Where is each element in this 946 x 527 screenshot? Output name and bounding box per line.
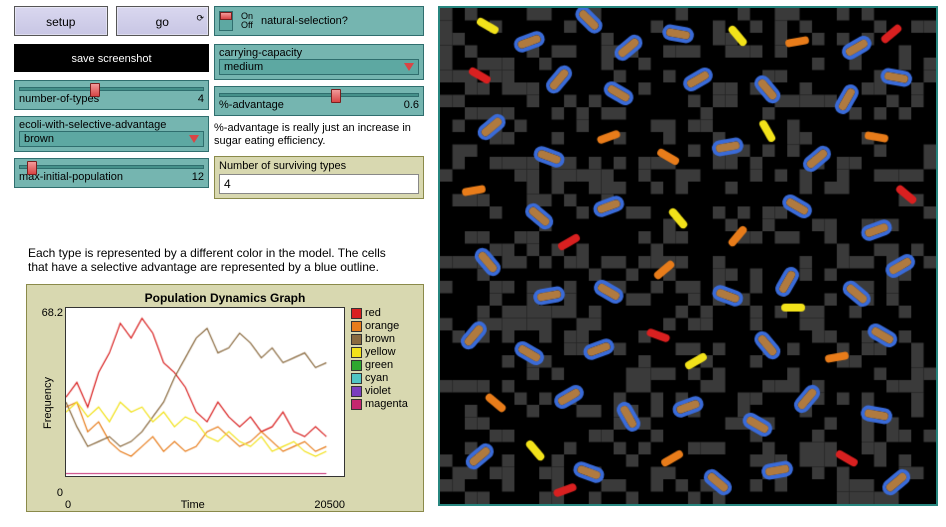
- legend-item: brown: [351, 333, 417, 345]
- slider-label: number-of-types: [19, 93, 99, 105]
- switch-state-labels: OnOff: [241, 12, 253, 30]
- plot-xmin: 0: [65, 499, 71, 511]
- advantage-note: %-advantage is really just an increase i…: [214, 122, 424, 148]
- chooser-value: brown: [24, 133, 54, 145]
- setup-button[interactable]: setup: [14, 6, 108, 36]
- plot-xlabel: Time: [181, 499, 205, 511]
- plot-title: Population Dynamics Graph: [33, 291, 417, 305]
- legend-item: magenta: [351, 398, 417, 410]
- legend-item: yellow: [351, 346, 417, 358]
- population-plot: Population Dynamics Graph 68.2 Frequency…: [26, 284, 424, 512]
- plot-ymin: 0: [57, 487, 63, 499]
- plot-ymax: 68.2: [42, 307, 63, 319]
- go-button-label: go: [156, 15, 169, 29]
- chevron-down-icon: [404, 63, 414, 71]
- chooser-label: carrying-capacity: [219, 47, 419, 59]
- surviving-types-monitor: Number of surviving types 4: [214, 156, 424, 199]
- go-button[interactable]: go ⟳: [116, 6, 210, 36]
- model-description: Each type is represented by a different …: [28, 246, 408, 274]
- natural-selection-switch[interactable]: OnOff natural-selection?: [214, 6, 424, 36]
- plot-legend: redorangebrownyellowgreencyanvioletmagen…: [347, 307, 417, 499]
- plot-xmax: 20500: [314, 499, 345, 511]
- slider-value: 12: [192, 171, 204, 183]
- chooser-label: ecoli-with-selective-advantage: [19, 119, 204, 131]
- slider-value: 0.6: [404, 99, 419, 111]
- monitor-label: Number of surviving types: [219, 160, 419, 172]
- switch-label: natural-selection?: [261, 15, 348, 27]
- monitor-value: 4: [219, 174, 419, 194]
- chevron-down-icon: [189, 135, 199, 143]
- legend-item: green: [351, 359, 417, 371]
- legend-item: red: [351, 307, 417, 319]
- slider-value: 4: [198, 93, 204, 105]
- plot-ylabel: Frequency: [42, 377, 54, 429]
- pct-advantage-slider[interactable]: %-advantage 0.6: [214, 86, 424, 116]
- repeat-icon: ⟳: [196, 3, 204, 33]
- legend-item: violet: [351, 385, 417, 397]
- ecoli-advantage-chooser[interactable]: ecoli-with-selective-advantage brown: [14, 116, 209, 152]
- world-view[interactable]: [438, 6, 938, 506]
- slider-label: %-advantage: [219, 99, 284, 111]
- chooser-value: medium: [224, 61, 263, 73]
- legend-item: orange: [351, 320, 417, 332]
- max-initial-population-slider[interactable]: max-initial-population 12: [14, 158, 209, 188]
- number-of-types-slider[interactable]: number-of-types 4: [14, 80, 209, 110]
- world-canvas: [440, 8, 936, 504]
- save-screenshot-button[interactable]: save screenshot: [14, 44, 209, 72]
- plot-canvas: [65, 307, 345, 477]
- carrying-capacity-chooser[interactable]: carrying-capacity medium: [214, 44, 424, 80]
- legend-item: cyan: [351, 372, 417, 384]
